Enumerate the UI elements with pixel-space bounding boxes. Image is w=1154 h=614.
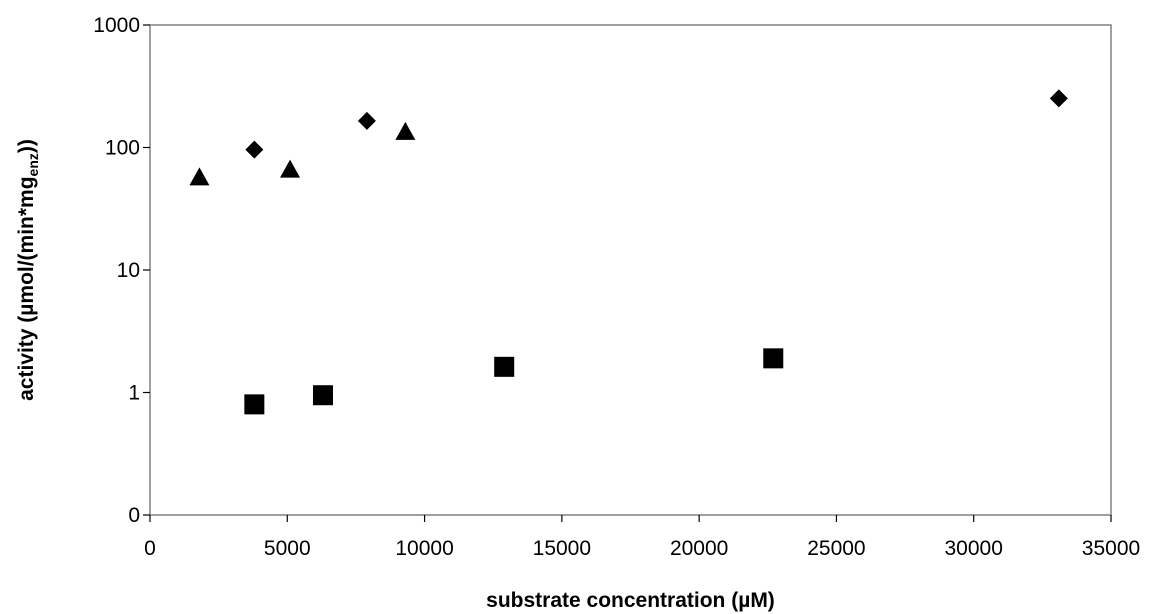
x-tick-label: 10000	[395, 537, 453, 560]
data-point-diamond	[245, 140, 264, 159]
x-tick-label: 5000	[264, 537, 311, 560]
x-tick-label: 30000	[945, 537, 1003, 560]
y-tick-label: 100	[105, 137, 140, 160]
y-axis-title-end: ))	[15, 139, 38, 153]
y-axis-title: activity (µmol/(min*mgenz))	[15, 139, 41, 401]
data-point-triangle	[280, 159, 301, 178]
x-axis-title: substrate concentration (µM)	[486, 589, 775, 612]
y-axis-title-subscript: enz	[25, 153, 41, 176]
data-point-diamond	[1049, 89, 1068, 108]
data-point-square	[312, 385, 333, 406]
x-tick-label: 15000	[533, 537, 591, 560]
x-tick-label: 35000	[1082, 537, 1140, 560]
y-tick-label: 0	[128, 504, 140, 527]
x-tick-label: 25000	[807, 537, 865, 560]
y-tick-label: 1000	[93, 14, 140, 37]
x-tick-label: 20000	[670, 537, 728, 560]
y-axis-title-main: activity (µmol/(min*mg	[15, 176, 38, 400]
x-axis-ticks: 0 5000 10000 15000 20000 25000 30000 35000	[144, 515, 1140, 560]
y-tick-label: 10	[117, 259, 140, 282]
data-point-diamond	[357, 111, 376, 130]
data-point-triangle	[395, 121, 416, 140]
data-point-triangle	[189, 167, 210, 186]
plot-area	[149, 24, 1112, 516]
data-point-square	[494, 356, 515, 377]
y-tick-label: 1	[128, 382, 140, 405]
data-points	[189, 89, 1068, 415]
data-point-square	[244, 394, 265, 415]
data-point-square	[763, 348, 784, 369]
x-tick-label: 0	[144, 537, 156, 560]
